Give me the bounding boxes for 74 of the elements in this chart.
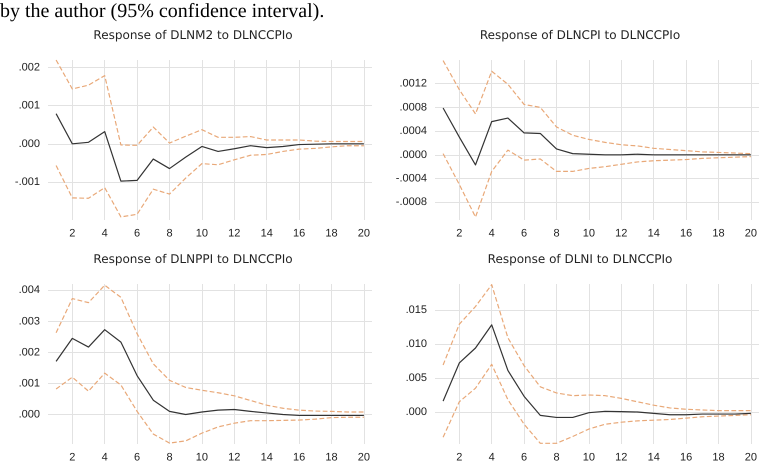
x-tick-label: 16 bbox=[680, 452, 692, 464]
x-tick-label: 2 bbox=[69, 228, 76, 240]
x-tick-label: 4 bbox=[488, 228, 495, 240]
y-tick-label: -.0008 bbox=[396, 196, 427, 208]
text: by the author (95% confidence interval). bbox=[0, 0, 324, 22]
x-tick-label: 14 bbox=[648, 452, 660, 464]
y-tick-label: .010 bbox=[406, 338, 427, 350]
y-tick-label: .0008 bbox=[399, 101, 427, 114]
x-tick-label: 8 bbox=[166, 452, 173, 464]
x-tick-label: 12 bbox=[228, 228, 240, 240]
x-tick-label: 14 bbox=[260, 228, 273, 240]
x-tick-label: 10 bbox=[196, 452, 208, 464]
x-tick-label: 4 bbox=[102, 228, 108, 240]
y-tick-label: .0004 bbox=[399, 125, 427, 138]
chart-title: Response of DLNPPI to DLNCCPIo bbox=[93, 252, 293, 266]
line-series bbox=[56, 59, 364, 146]
x-tick-label: 12 bbox=[615, 228, 628, 240]
x-tick-label: 12 bbox=[228, 452, 240, 464]
y-tick-label: .002 bbox=[18, 62, 40, 74]
x-tick-label: 10 bbox=[582, 228, 596, 240]
line-series bbox=[56, 372, 364, 444]
x-tick-label: 8 bbox=[166, 228, 173, 240]
x-tick-label: 12 bbox=[615, 452, 628, 464]
y-tick-label: .001 bbox=[18, 377, 40, 390]
y-tick-label: .000 bbox=[18, 138, 40, 150]
y-tick-label: .001 bbox=[18, 100, 40, 112]
x-tick-label: 2 bbox=[456, 228, 462, 240]
line-series bbox=[56, 145, 364, 218]
x-tick-label: 2 bbox=[456, 452, 462, 464]
x-tick-label: 6 bbox=[134, 228, 140, 240]
x-tick-label: 14 bbox=[648, 228, 660, 240]
x-tick-label: 6 bbox=[134, 452, 140, 464]
y-tick-label: .015 bbox=[406, 304, 427, 316]
y-tick-label: -.0004 bbox=[396, 172, 427, 185]
line-series bbox=[442, 324, 752, 418]
y-tick-label: .003 bbox=[18, 315, 40, 328]
y-tick-label: .005 bbox=[406, 372, 427, 384]
x-tick-label: 16 bbox=[292, 452, 306, 464]
y-tick-label: -.001 bbox=[14, 176, 40, 188]
x-tick-label: 14 bbox=[260, 452, 273, 464]
x-tick-label: 20 bbox=[744, 228, 758, 240]
y-tick-label: .0000 bbox=[399, 148, 427, 161]
line-series bbox=[56, 113, 364, 182]
x-tick-label: 20 bbox=[744, 452, 758, 464]
x-tick-label: 10 bbox=[582, 452, 596, 464]
line-series bbox=[56, 284, 364, 413]
line-series bbox=[442, 284, 752, 412]
chart-title: Response of DLNI to DLNCCPIo bbox=[488, 252, 672, 266]
chart-title: Response of DLNCPI to DLNCCPIo bbox=[480, 28, 680, 42]
x-tick-label: 18 bbox=[712, 452, 725, 464]
x-tick-label: 18 bbox=[325, 228, 338, 240]
x-tick-label: 8 bbox=[553, 228, 560, 240]
y-tick-label: .000 bbox=[18, 408, 40, 420]
x-tick-label: 4 bbox=[488, 452, 495, 464]
x-tick-label: 6 bbox=[521, 228, 528, 240]
y-tick-label: .004 bbox=[18, 284, 40, 296]
x-tick-label: 2 bbox=[69, 452, 76, 464]
x-tick-label: 4 bbox=[102, 452, 108, 464]
x-tick-label: 20 bbox=[358, 452, 370, 464]
x-tick-label: 18 bbox=[712, 228, 725, 240]
x-tick-label: 16 bbox=[292, 228, 306, 240]
line-series bbox=[56, 329, 364, 416]
chart-title: Response of DLNM2 to DLNCCPIo bbox=[93, 28, 293, 42]
line-series bbox=[442, 107, 752, 166]
x-tick-label: 16 bbox=[680, 228, 692, 240]
x-tick-label: 20 bbox=[358, 228, 370, 240]
x-tick-label: 6 bbox=[521, 452, 528, 464]
line-series bbox=[442, 364, 752, 444]
y-tick-label: .0012 bbox=[399, 78, 427, 90]
y-tick-label: .002 bbox=[18, 346, 40, 358]
x-tick-label: 8 bbox=[553, 452, 560, 464]
y-tick-label: .000 bbox=[406, 406, 427, 418]
x-tick-label: 10 bbox=[196, 228, 208, 240]
x-tick-label: 18 bbox=[325, 452, 338, 464]
